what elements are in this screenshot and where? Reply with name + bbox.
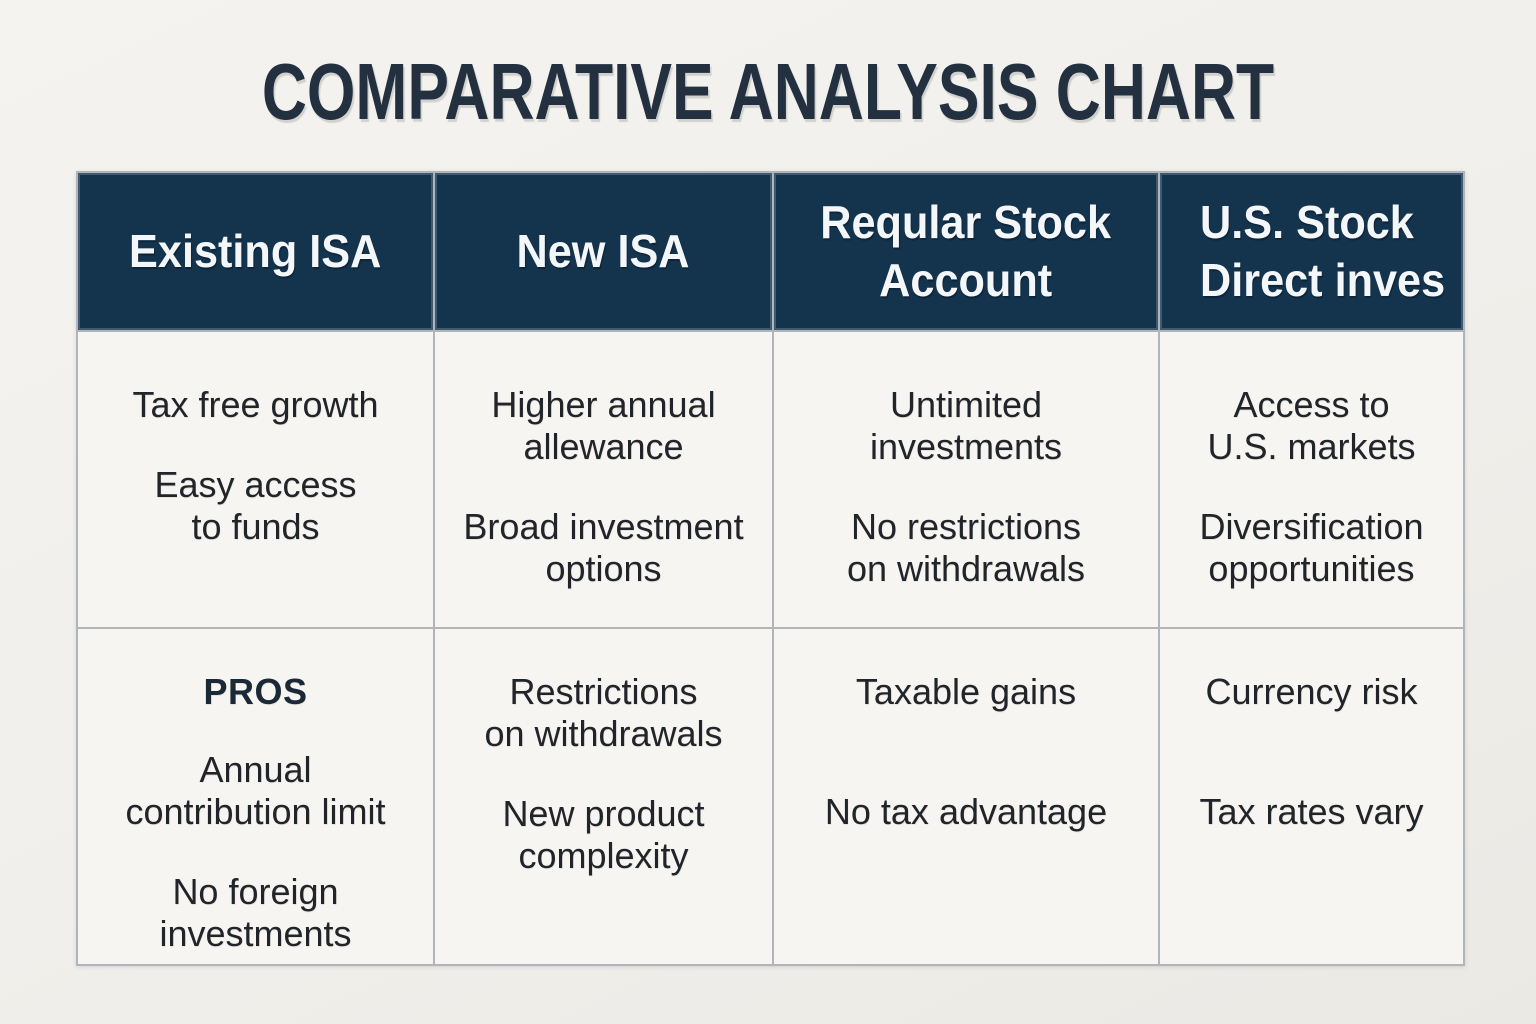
- cell-paragraph: New product complexity: [502, 793, 705, 877]
- cell-paragraph: No foreign investments: [159, 871, 352, 955]
- table-cell-new-isa-row1: Higher annual allewance Broad investment…: [435, 332, 772, 627]
- table-cell-regular-stock-row1: Untimited investments No restrictions on…: [774, 332, 1158, 627]
- column-header-label: U.S. Stock Direct inves: [1200, 196, 1446, 306]
- cell-paragraph: Untimited investments: [869, 384, 1063, 468]
- page-title: COMPARATIVE ANALYSIS CHART: [261, 47, 1275, 136]
- cell-paragraph: Currency risk: [1205, 671, 1418, 712]
- comparison-table: Existing ISA New ISA Reqular Stock Accou…: [76, 171, 1465, 966]
- column-header-label: New ISA: [516, 224, 690, 277]
- cell-paragraph: Broad investment options: [463, 506, 744, 590]
- table-cell-us-stock-row2: Currency risk Tax rates vary: [1160, 629, 1463, 964]
- column-header-label: Existing ISA: [129, 224, 382, 277]
- column-header-regular-stock-account: Reqular Stock Account: [774, 173, 1158, 330]
- cell-paragraph: Tax rates vary: [1199, 791, 1424, 833]
- cell-paragraph: Annual contribution limit: [125, 749, 386, 833]
- column-header-new-isa: New ISA: [435, 173, 772, 330]
- cell-paragraph: Diversification opportunities: [1199, 506, 1424, 590]
- cell-paragraph: Higher annual allewance: [491, 384, 716, 468]
- column-header-label: Reqular Stock Account: [820, 196, 1112, 306]
- cell-paragraph: Tax free growth: [132, 384, 379, 425]
- column-header-us-stock-direct: U.S. Stock Direct inves: [1160, 173, 1463, 330]
- cell-paragraph: Taxable gains: [855, 671, 1077, 712]
- cell-paragraph: Easy access to funds: [154, 464, 357, 548]
- table-cell-regular-stock-row2: Taxable gains No tax advantage: [774, 629, 1158, 964]
- table-cell-new-isa-row2: Restrictions on withdrawals New product …: [435, 629, 772, 964]
- table-cell-existing-isa-row2: PROS Annual contribution limit No foreig…: [78, 629, 433, 964]
- cell-paragraph: No restrictions on withdrawals: [846, 506, 1086, 590]
- cell-paragraph: Restrictions on withdrawals: [484, 671, 723, 755]
- table-cell-existing-isa-row1: Tax free growth Easy access to funds: [78, 332, 433, 627]
- pros-label: PROS: [203, 671, 308, 712]
- cell-paragraph: No tax advantage: [824, 791, 1108, 833]
- cell-paragraph: Access to U.S. markets: [1207, 384, 1416, 468]
- column-header-existing-isa: Existing ISA: [78, 173, 433, 330]
- table-cell-us-stock-row1: Access to U.S. markets Diversification o…: [1160, 332, 1463, 627]
